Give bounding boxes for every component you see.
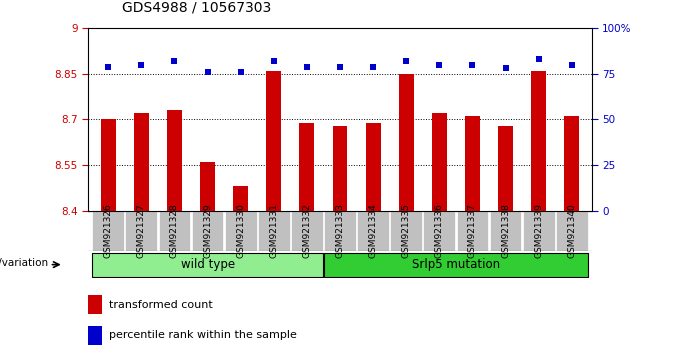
Text: GSM921340: GSM921340 bbox=[567, 204, 576, 258]
Text: GSM921337: GSM921337 bbox=[468, 204, 477, 258]
Text: Srlp5 mutation: Srlp5 mutation bbox=[412, 258, 500, 270]
Bar bbox=[556, 211, 588, 251]
Bar bbox=[523, 211, 554, 251]
Bar bbox=[291, 211, 323, 251]
Text: GSM921338: GSM921338 bbox=[501, 204, 510, 258]
Bar bbox=[267, 71, 282, 211]
Text: GSM921334: GSM921334 bbox=[369, 204, 377, 258]
Text: GDS4988 / 10567303: GDS4988 / 10567303 bbox=[122, 0, 271, 14]
Bar bbox=[424, 211, 455, 251]
Text: GSM921331: GSM921331 bbox=[269, 204, 278, 258]
Text: GSM921333: GSM921333 bbox=[335, 204, 345, 258]
Text: transformed count: transformed count bbox=[109, 299, 213, 310]
Bar bbox=[432, 113, 447, 211]
Bar bbox=[134, 113, 149, 211]
Bar bbox=[225, 211, 256, 251]
Text: percentile rank within the sample: percentile rank within the sample bbox=[109, 330, 296, 341]
Bar bbox=[101, 120, 116, 211]
Text: GSM921339: GSM921339 bbox=[534, 204, 543, 258]
Bar bbox=[564, 116, 579, 211]
Bar bbox=[456, 211, 488, 251]
Bar bbox=[233, 186, 248, 211]
Bar bbox=[88, 295, 102, 314]
Bar bbox=[167, 110, 182, 211]
Bar bbox=[324, 253, 588, 276]
Bar bbox=[366, 122, 381, 211]
Text: GSM921328: GSM921328 bbox=[170, 204, 179, 258]
Bar bbox=[88, 326, 102, 345]
Text: GSM921326: GSM921326 bbox=[104, 204, 113, 258]
Text: wild type: wild type bbox=[180, 258, 235, 270]
Bar bbox=[126, 211, 157, 251]
Bar bbox=[92, 253, 323, 276]
Text: GSM921330: GSM921330 bbox=[236, 204, 245, 258]
Bar bbox=[324, 211, 356, 251]
Text: GSM921332: GSM921332 bbox=[303, 204, 311, 258]
Bar bbox=[258, 211, 290, 251]
Text: GSM921335: GSM921335 bbox=[402, 204, 411, 258]
Bar bbox=[398, 74, 413, 211]
Bar bbox=[390, 211, 422, 251]
Bar bbox=[490, 211, 522, 251]
Bar bbox=[200, 162, 215, 211]
Bar bbox=[158, 211, 190, 251]
Bar bbox=[299, 122, 314, 211]
Bar bbox=[192, 211, 224, 251]
Bar bbox=[465, 116, 480, 211]
Text: GSM921336: GSM921336 bbox=[435, 204, 444, 258]
Bar bbox=[357, 211, 389, 251]
Bar bbox=[498, 126, 513, 211]
Text: GSM921327: GSM921327 bbox=[137, 204, 146, 258]
Bar bbox=[92, 211, 124, 251]
Text: GSM921329: GSM921329 bbox=[203, 204, 212, 258]
Bar bbox=[531, 71, 546, 211]
Text: genotype/variation: genotype/variation bbox=[0, 258, 49, 268]
Bar bbox=[333, 126, 347, 211]
